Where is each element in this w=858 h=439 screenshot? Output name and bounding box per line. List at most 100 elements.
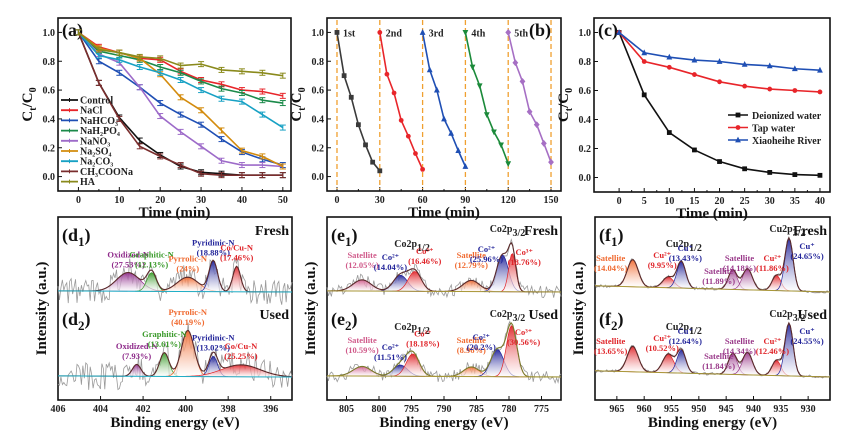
- y-axis-label: Intensity (a.u.): [571, 262, 587, 356]
- peak-name: Satellite: [347, 335, 376, 345]
- peak-name: Satellite: [704, 266, 733, 276]
- y-tick-label: 0.6: [579, 86, 592, 97]
- y-tick-label: 0.6: [43, 86, 56, 97]
- data-point: [238, 98, 245, 105]
- x-tick-label: 795: [404, 404, 419, 415]
- x-tick-label: 30: [375, 195, 385, 206]
- data-point: [548, 158, 554, 166]
- x-tick-label: 25: [740, 196, 750, 207]
- peak-percent: (12.79%): [455, 260, 488, 270]
- legend-marker: [735, 125, 741, 130]
- x-tick-label: 790: [437, 404, 452, 415]
- data-point: [817, 66, 823, 73]
- data-point: [377, 168, 383, 174]
- state-label: Fresh: [524, 224, 558, 239]
- orbital-label-3-2: Co2p3/2: [490, 224, 526, 239]
- data-point: [157, 64, 164, 71]
- peak-annotation: Satellite(12.05%): [345, 250, 378, 270]
- x-axis-label: Time (min): [676, 206, 748, 222]
- peak-percent: (11.51%): [374, 352, 407, 362]
- data-point: [505, 29, 512, 36]
- y-tick-label: 0.8: [43, 57, 56, 68]
- data-point: [526, 108, 533, 116]
- data-point: [691, 56, 698, 63]
- x-tick-label: 800: [372, 404, 387, 415]
- background-line: [57, 290, 293, 293]
- y-tick-label: 0.0: [43, 172, 56, 183]
- state-label: Fresh: [255, 224, 289, 239]
- data-point: [157, 69, 164, 76]
- peak-annotation: Satellite(14.34%): [723, 336, 756, 356]
- data-point: [198, 78, 205, 85]
- data-point: [198, 143, 205, 150]
- data-point: [198, 61, 205, 68]
- x-tick-label: 785: [469, 404, 484, 415]
- data-point: [462, 30, 469, 36]
- peak-percent: (27.53%): [112, 259, 145, 269]
- spectrum-f2: (f2) UsedCu2p1/2Cu2p3/2Satellite(13.65%)C…: [594, 308, 831, 379]
- peak-name: Oxidized-N: [116, 341, 158, 351]
- data-point: [198, 107, 205, 114]
- panel-c: 0 5 10 15 20 25 30 35 40 0.0 0.2 0.4 0.6 0.8 1.0 Time (…: [556, 17, 831, 222]
- data-point: [455, 147, 462, 154]
- plot-frame: [57, 216, 293, 401]
- peak-name: Satellite: [704, 351, 733, 361]
- peak-percent: (12.46%): [756, 346, 789, 356]
- x-tick-label: 965: [609, 404, 624, 415]
- cycle-label: 3rd: [429, 28, 444, 39]
- peak-percent: (7.93%): [122, 351, 151, 361]
- peak-percent: (12.13%): [135, 259, 168, 269]
- y-axis-label: Ct/C0: [20, 87, 39, 121]
- y-tick-label: 1.0: [312, 28, 325, 39]
- panel-label: (a): [62, 20, 83, 41]
- peak-annotation: Co²⁺(25.96%): [470, 244, 503, 264]
- y-axis-label: Intensity (a.u.): [303, 262, 319, 356]
- panel-label: (c): [598, 20, 618, 41]
- data-point: [519, 78, 526, 85]
- spectrum-d2: (d2) UsedOxidized-N(7.93%)Graphitic-N(13.…: [57, 307, 293, 391]
- data-point: [766, 62, 773, 69]
- peak-percent: (11.89%): [702, 276, 735, 286]
- data-point: [218, 95, 225, 102]
- peak-percent: (25.25%): [224, 351, 257, 361]
- peak-annotation: Pyridinic-N(13.02%): [192, 333, 235, 353]
- data-point: [259, 69, 266, 76]
- y-tick-label: 0.4: [312, 114, 325, 125]
- x-tick-label: 775: [534, 404, 549, 415]
- series-na2co3: [75, 29, 286, 131]
- peak-percent: (25.96%): [470, 254, 503, 264]
- peak-percent: (20.2%): [467, 342, 496, 352]
- peak-percent: (13.61%): [148, 339, 181, 349]
- legend-label: Tap water: [752, 124, 796, 135]
- x-tick-label: 20: [155, 195, 165, 206]
- data-point: [259, 111, 266, 118]
- y-tick-label: 0.8: [579, 57, 592, 68]
- series-5th: 5th: [505, 28, 554, 166]
- x-tick-label: 40: [237, 195, 247, 206]
- data-point: [116, 115, 123, 122]
- series-line: [421, 32, 467, 167]
- x-axis-label: Binding energy (eV): [110, 415, 239, 431]
- peak-percent: (16.46%): [408, 256, 441, 266]
- data-point: [742, 166, 748, 172]
- data-point: [505, 161, 512, 168]
- orbital-label-3-2: Cu2p3/2: [769, 224, 805, 239]
- peak-percent: (14.18%): [723, 263, 756, 273]
- data-point: [767, 170, 773, 175]
- series-line: [618, 31, 821, 71]
- y-tick-label: 0.4: [579, 115, 592, 126]
- series-line: [379, 32, 424, 170]
- peak-percent: (30.56%): [507, 337, 540, 347]
- data-point: [157, 55, 164, 62]
- x-tick-label: 780: [502, 404, 517, 415]
- legend-label: Control: [80, 96, 113, 107]
- data-point: [716, 58, 723, 64]
- peak-annotation: Cu⁺(13.43%): [669, 243, 702, 263]
- peak-name: Pyrrolic-N: [168, 307, 207, 317]
- x-tick-label: 0: [76, 195, 81, 206]
- data-point: [177, 128, 184, 135]
- data-point: [666, 130, 672, 135]
- y-tick-label: 0.0: [579, 173, 592, 184]
